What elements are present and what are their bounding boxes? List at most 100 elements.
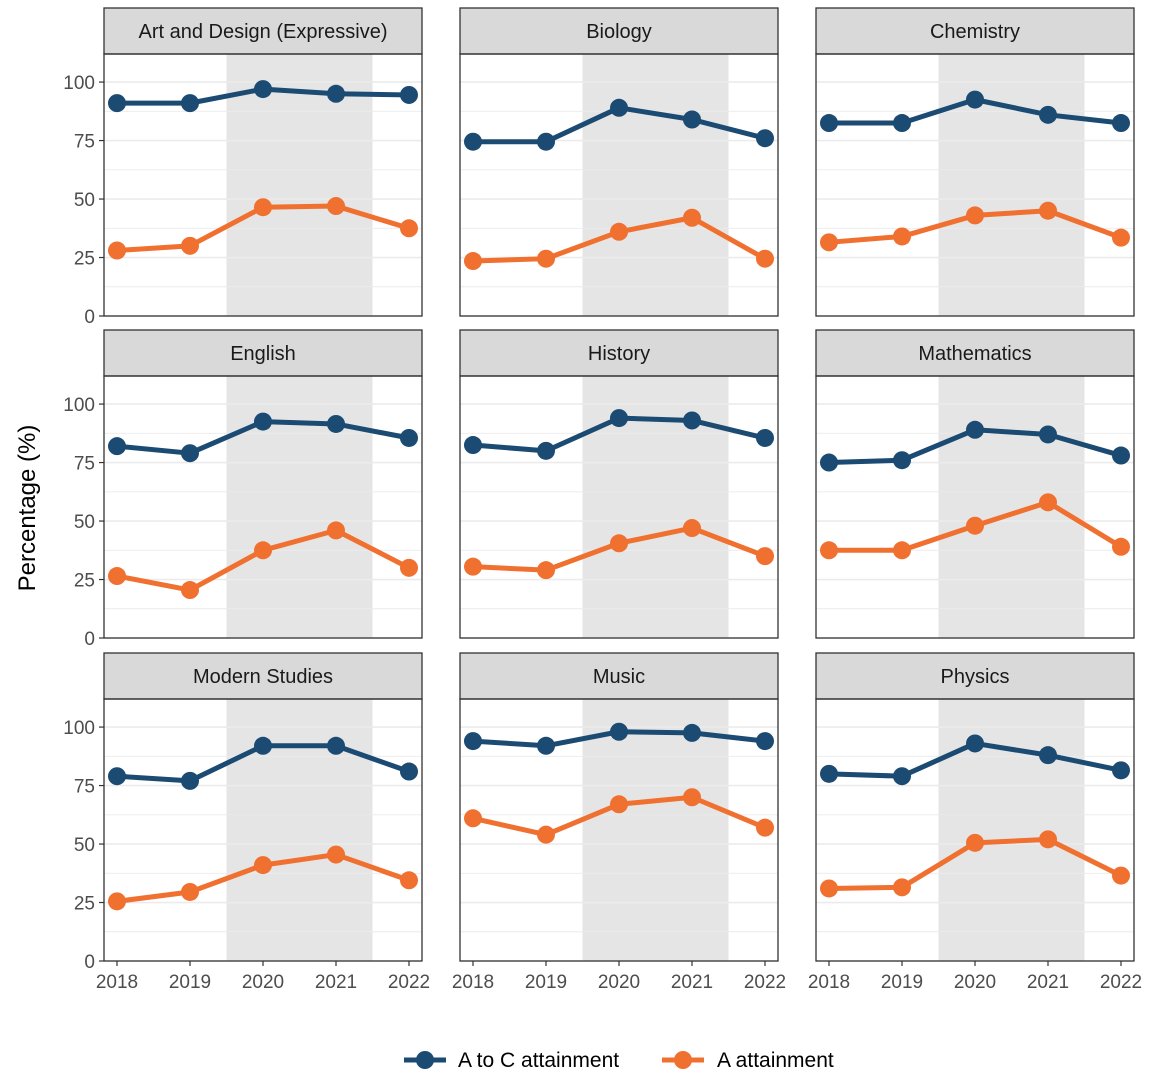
data-point-a-to-c-attainment [756,732,774,751]
data-point-a-attainment [181,236,199,255]
data-point-a-attainment [683,788,701,807]
data-point-a-attainment [1112,537,1130,556]
facet-title-chemistry: Chemistry [930,21,1020,43]
data-point-a-attainment [181,581,199,600]
data-point-a-to-c-attainment [537,441,555,460]
data-point-a-attainment [108,567,126,586]
data-point-a-attainment [820,233,838,252]
data-point-a-attainment [108,241,126,260]
facet-title-biology: Biology [586,21,652,43]
data-point-a-to-c-attainment [327,414,345,433]
panel-modern-studies: Modern Studies 0 25 50 75 100 2018 2019 2020 2021… [63,652,430,993]
legend-label-a-attainment: A attainment [717,1049,834,1072]
data-point-a-to-c-attainment [893,451,911,470]
data-point-a-to-c-attainment [1039,746,1057,765]
y-tick-label: 50 [74,190,95,211]
data-point-a-to-c-attainment [464,132,482,151]
x-tick-label: 2021 [315,972,357,993]
legend-key-a-attainment [662,1051,704,1069]
data-point-a-attainment [181,882,199,901]
data-point-a-to-c-attainment [610,409,628,428]
data-point-a-to-c-attainment [893,114,911,133]
data-point-a-to-c-attainment [108,94,126,113]
panel-music: Music 2018 2019 2020 2021 2022 [452,652,786,993]
legend: A to C attainment A attainment [404,1049,834,1072]
data-point-a-to-c-attainment [1112,761,1130,780]
panel-history: History [459,329,779,639]
data-point-a-attainment [327,521,345,540]
panel-biology: Biology [459,7,779,317]
data-point-a-to-c-attainment [254,736,272,755]
facet-strip [815,7,1135,55]
x-tick-label: 2021 [1027,972,1069,993]
facet-title-art-and-design-expressive: Art and Design (Expressive) [139,21,388,43]
legend-key-a-to-c-attainment [404,1051,446,1069]
data-point-a-attainment [893,541,911,560]
data-point-a-to-c-attainment [966,734,984,753]
data-point-a-attainment [1112,866,1130,885]
data-point-a-attainment [756,547,774,566]
data-point-a-to-c-attainment [400,428,418,447]
data-point-a-attainment [537,249,555,268]
x-tick-label: 2018 [452,972,494,993]
data-point-a-to-c-attainment [327,736,345,755]
data-point-a-attainment [327,197,345,216]
data-point-a-attainment [1039,201,1057,220]
data-point-a-to-c-attainment [820,764,838,783]
data-point-a-attainment [610,534,628,553]
data-point-a-to-c-attainment [683,723,701,742]
facet-strip [103,652,423,700]
data-point-a-to-c-attainment [181,771,199,790]
facet-title-music: Music [593,666,645,688]
data-point-a-to-c-attainment [820,453,838,472]
data-point-a-to-c-attainment [756,129,774,148]
data-point-a-attainment [1112,228,1130,247]
data-point-a-attainment [756,249,774,268]
data-point-a-to-c-attainment [756,428,774,447]
data-point-a-to-c-attainment [1112,114,1130,133]
y-tick-label: 75 [74,454,95,475]
panel-physics: Physics 2018 2019 2020 2021 2022 [808,652,1142,993]
data-point-a-attainment [966,516,984,535]
panel-english: English 0 25 50 75 100 [63,329,423,650]
x-tick-label: 2020 [242,972,284,993]
data-point-a-attainment [966,833,984,852]
y-tick-label: 50 [74,835,95,856]
data-point-a-to-c-attainment [181,94,199,113]
data-point-a-attainment [108,892,126,911]
y-tick-label: 0 [84,952,95,973]
data-point-a-attainment [254,856,272,875]
data-point-a-attainment [537,561,555,580]
panel-mathematics: Mathematics [815,329,1135,639]
shaded-region [938,699,1085,961]
data-point-a-to-c-attainment [108,437,126,456]
x-tick-label: 2019 [881,972,923,993]
legend-point [416,1051,434,1069]
data-point-a-to-c-attainment [254,80,272,99]
y-tick-label: 25 [74,571,95,592]
facet-strip [103,329,423,377]
data-point-a-attainment [683,519,701,538]
data-point-a-to-c-attainment [683,411,701,430]
x-tick-label: 2018 [96,972,138,993]
data-point-a-attainment [610,222,628,241]
data-point-a-attainment [400,219,418,238]
x-tick-label: 2019 [169,972,211,993]
facet-strip [103,7,423,55]
x-tick-label: 2019 [525,972,567,993]
data-point-a-attainment [464,252,482,271]
data-point-a-attainment [464,809,482,828]
panel-border [459,53,779,317]
panel-border [815,53,1135,317]
data-point-a-attainment [893,878,911,897]
panel-border [103,53,423,317]
facet-title-english: English [230,343,296,365]
data-point-a-attainment [1039,830,1057,849]
data-point-a-to-c-attainment [537,736,555,755]
shaded-region [226,54,373,316]
shaded-region [226,699,373,961]
data-point-a-to-c-attainment [537,132,555,151]
data-point-a-attainment [756,818,774,837]
y-tick-label: 0 [84,307,95,328]
data-point-a-to-c-attainment [1112,446,1130,465]
